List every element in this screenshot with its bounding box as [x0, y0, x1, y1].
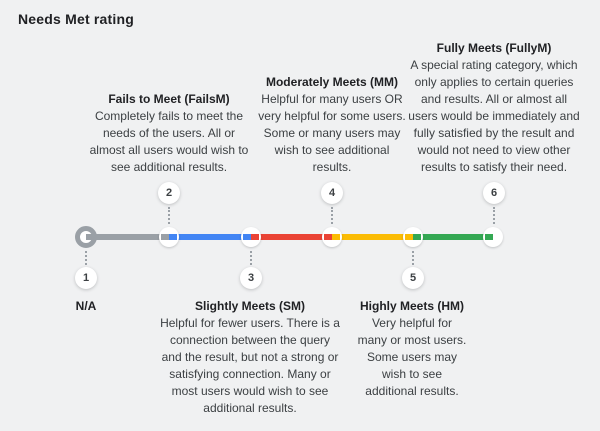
connector-1 — [85, 251, 87, 265]
position-badge-5: 5 — [402, 267, 424, 289]
stub-gray — [161, 234, 169, 240]
rating-name-hm: Highly Meets (HM) — [359, 299, 464, 313]
stub-blue — [243, 234, 251, 240]
connector-2 — [168, 207, 170, 224]
callout-fails-to-meet: Fails to Meet (FailsM) Completely fails … — [87, 91, 251, 176]
rating-name-mm: Moderately Meets (MM) — [265, 75, 399, 89]
callout-highly-meets: Highly Meets (HM) Very helpful for many … — [356, 298, 468, 400]
rating-name-fullym: Fully Meets (FullyM) — [436, 41, 552, 55]
slider-segment-sm[interactable] — [251, 234, 332, 240]
slider-segment-hm[interactable] — [413, 234, 494, 240]
callout-na: N/A — [56, 298, 116, 315]
slider-stop-fullym[interactable] — [483, 227, 503, 247]
stub-orange — [332, 234, 340, 240]
position-badge-4: 4 — [321, 182, 343, 204]
slider-segment-mm[interactable] — [332, 234, 413, 240]
slider-stop-sm[interactable] — [241, 227, 261, 247]
stub-green — [485, 234, 493, 240]
connector-4 — [331, 207, 333, 224]
rating-name-failsm: Fails to Meet (FailsM) — [108, 92, 230, 106]
rating-description-mm: Helpful for many users OR very helpful f… — [258, 92, 406, 174]
stub-blue — [169, 234, 177, 240]
rating-description-sm: Helpful for fewer users. There is a conn… — [160, 316, 340, 415]
slider-segment-na[interactable] — [86, 234, 169, 240]
position-badge-6: 6 — [483, 182, 505, 204]
connector-6 — [493, 207, 495, 224]
rating-description-failsm: Completely fails to meet the needs of th… — [89, 109, 249, 174]
slider-handle-stub — [86, 234, 97, 240]
stub-red — [324, 234, 332, 240]
rating-name-sm: Slightly Meets (SM) — [194, 299, 305, 313]
rating-description-fullym: A special rating category, which only ap… — [408, 58, 580, 174]
position-badge-3: 3 — [240, 267, 262, 289]
rating-description-hm: Very helpful for many or most users. Som… — [357, 316, 467, 398]
stub-orange — [405, 234, 413, 240]
rating-name-na: N/A — [75, 299, 97, 313]
slider-stop-mm[interactable] — [322, 227, 342, 247]
connector-3 — [250, 251, 252, 265]
page-title: Needs Met rating — [18, 11, 134, 27]
slider-segment-failsm[interactable] — [169, 234, 251, 240]
stub-red — [251, 234, 259, 240]
connector-5 — [412, 251, 414, 265]
callout-fully-meets: Fully Meets (FullyM) A special rating ca… — [407, 40, 581, 176]
callout-moderately-meets: Moderately Meets (MM) Helpful for many u… — [258, 74, 406, 176]
position-badge-1: 1 — [75, 267, 97, 289]
slider-stop-hm[interactable] — [403, 227, 423, 247]
callout-slightly-meets: Slightly Meets (SM) Helpful for fewer us… — [160, 298, 340, 417]
position-badge-2: 2 — [158, 182, 180, 204]
slider-stop-failsm[interactable] — [159, 227, 179, 247]
stub-green — [413, 234, 421, 240]
